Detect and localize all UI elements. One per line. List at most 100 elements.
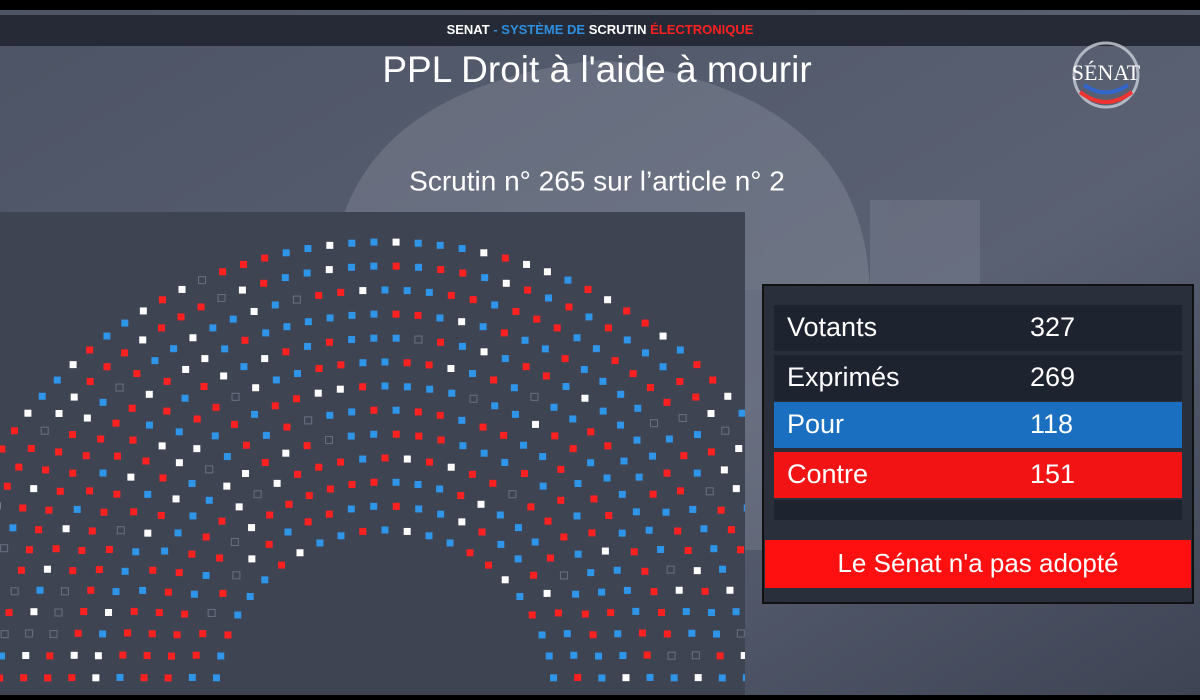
seat <box>404 359 411 366</box>
seat <box>96 566 103 573</box>
seat <box>203 572 210 579</box>
seat <box>551 404 558 411</box>
seat <box>348 240 355 247</box>
seat <box>436 485 443 492</box>
seat <box>521 470 528 477</box>
result-value: 327 <box>1030 312 1075 342</box>
seat <box>103 363 110 370</box>
seat <box>304 442 311 449</box>
seat <box>30 608 37 615</box>
seat <box>359 456 366 463</box>
seat <box>689 506 696 513</box>
result-label: Pour <box>787 409 844 439</box>
seat <box>426 361 433 368</box>
seat <box>693 361 700 368</box>
seat <box>348 481 355 488</box>
seat <box>158 512 165 519</box>
seat <box>234 612 241 619</box>
seat <box>348 408 355 415</box>
seat <box>106 546 113 553</box>
seat <box>121 349 128 356</box>
seat <box>139 587 146 594</box>
seat <box>182 366 189 373</box>
seat <box>44 674 51 681</box>
seat <box>458 417 465 424</box>
seat <box>112 420 119 427</box>
seat <box>624 336 631 343</box>
seat <box>283 323 290 330</box>
seat <box>622 674 629 681</box>
seat <box>551 432 558 439</box>
seat <box>554 324 561 331</box>
seat <box>692 394 699 401</box>
seat <box>116 674 123 681</box>
seat <box>617 422 624 429</box>
seat <box>203 533 210 540</box>
seat <box>624 587 631 594</box>
seat <box>619 652 626 659</box>
seat <box>9 524 16 531</box>
seat <box>182 395 189 402</box>
hemicycle-panel <box>0 212 745 695</box>
seat <box>348 505 355 512</box>
seat <box>219 590 226 597</box>
seat <box>393 335 400 342</box>
seat <box>243 442 250 449</box>
seat <box>201 383 208 390</box>
seat <box>176 428 183 435</box>
seat <box>437 511 444 518</box>
seat <box>393 407 400 414</box>
seat <box>447 365 454 372</box>
seat <box>647 384 654 391</box>
seat <box>11 427 18 434</box>
seat <box>87 378 94 385</box>
seat <box>100 509 107 516</box>
seat <box>46 652 53 659</box>
seat <box>45 507 52 514</box>
seat <box>262 459 269 466</box>
seat <box>560 533 567 540</box>
seat <box>564 277 571 284</box>
seat <box>500 432 507 439</box>
seat <box>647 674 654 681</box>
seat <box>587 569 594 576</box>
seat <box>533 316 540 323</box>
title: PPL Droit à l'aide à mourir <box>382 49 811 90</box>
seat <box>114 453 121 460</box>
seat <box>113 588 120 595</box>
seat <box>539 453 546 460</box>
seat <box>502 255 509 262</box>
header-part: ÉLECTRONIQUE <box>650 22 754 37</box>
seat <box>278 562 285 569</box>
seat <box>415 433 422 440</box>
seat <box>660 363 667 370</box>
seat <box>564 630 571 637</box>
seat <box>209 324 216 331</box>
seat <box>144 530 151 537</box>
seat <box>710 545 717 552</box>
seat <box>217 653 224 660</box>
seat <box>206 497 213 504</box>
seat <box>191 591 198 598</box>
seat <box>127 474 134 481</box>
seat <box>80 608 87 615</box>
seat <box>348 264 355 271</box>
seat <box>490 376 497 383</box>
seat <box>642 349 649 356</box>
seat <box>676 378 683 385</box>
seat <box>18 567 25 574</box>
seat <box>20 674 27 681</box>
seat <box>285 501 292 508</box>
seat <box>437 242 444 249</box>
seat <box>459 270 466 277</box>
seat <box>181 611 188 618</box>
seat <box>574 334 581 341</box>
seat <box>425 532 432 539</box>
seat <box>520 442 527 449</box>
seat <box>737 546 744 553</box>
seat <box>326 266 333 273</box>
seat <box>122 568 129 575</box>
seat <box>713 631 720 638</box>
seat <box>0 674 3 681</box>
seat <box>273 376 280 383</box>
